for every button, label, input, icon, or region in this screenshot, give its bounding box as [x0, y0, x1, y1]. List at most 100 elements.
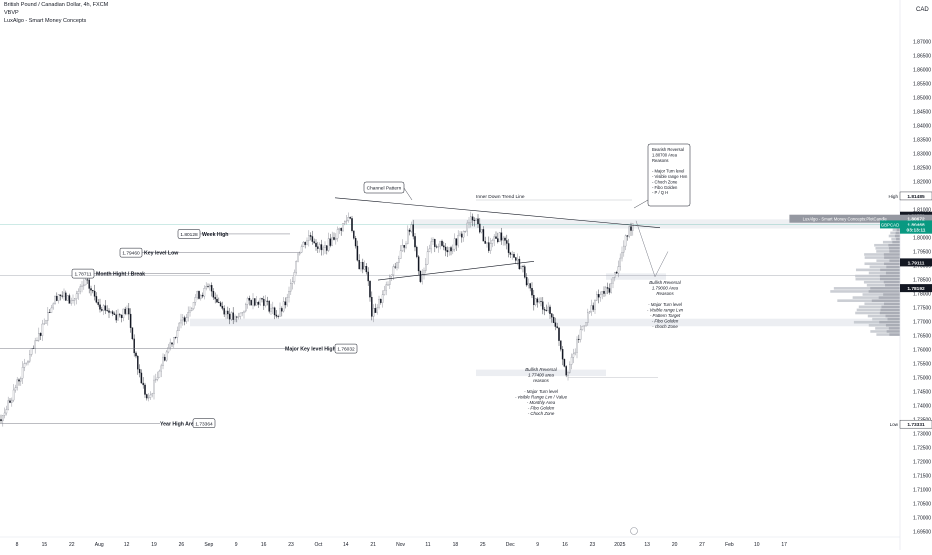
candle-body	[144, 384, 146, 395]
price-tick: 1.72000	[913, 459, 931, 465]
candle-body	[401, 245, 404, 252]
time-tick: 23	[288, 542, 294, 548]
candle-body	[626, 235, 629, 237]
volume-bar-core	[886, 265, 900, 269]
candle-body	[335, 238, 337, 240]
price-label-value: 03:13:11	[907, 228, 926, 234]
candle-body	[218, 302, 220, 303]
price-label-tag-box	[789, 214, 900, 223]
symbol-title: British Pound / Canadian Dollar, 4h, FXC…	[4, 2, 109, 8]
candle-body	[138, 368, 141, 374]
bullish-top-line: 1.79000 Area	[652, 286, 679, 291]
candle-body	[585, 322, 587, 326]
bullish-top-line: - Visible range Lvn	[647, 308, 684, 313]
candle-body	[390, 274, 393, 277]
candle-body	[515, 257, 517, 261]
volume-bar	[830, 290, 900, 293]
candle-body	[203, 287, 206, 297]
candle-body	[30, 348, 33, 355]
candle-body	[290, 283, 292, 292]
price-axis[interactable]: CAD 1.87000 1.86500 1.86000 1.85500 1.85000 1.…	[789, 0, 932, 550]
candle-body	[191, 308, 193, 311]
bearish-callout-line: - Choch Zone	[652, 179, 678, 184]
candle-body	[473, 219, 476, 221]
candle-body	[57, 294, 60, 301]
candle-body	[421, 274, 423, 282]
candle-body	[54, 296, 56, 305]
candle-body	[378, 299, 380, 308]
candle-body	[511, 254, 513, 255]
candle-body	[358, 260, 360, 270]
volume-bar	[882, 240, 900, 244]
time-tick: 18	[453, 542, 459, 548]
candle-body	[340, 228, 342, 231]
price-label-tag: High	[889, 194, 899, 199]
candle-body	[493, 236, 495, 241]
candle-body	[398, 258, 400, 263]
volume-bar	[853, 320, 900, 324]
candle-body	[135, 352, 137, 357]
price-label-tag: LuxAlgo - Smart Money Concepts:PlotCandl…	[803, 217, 888, 222]
time-axis[interactable]: 8 15 22 Aug 12 19 26 Sep 9 16 23 Oct 14 21 Nov 11 18 25 De…	[0, 527, 900, 549]
price-tick: 1.84000	[913, 124, 931, 130]
candle-body	[448, 247, 450, 253]
candle-body	[414, 236, 416, 248]
candle-body	[167, 347, 170, 353]
candle-body	[300, 246, 303, 253]
bullish-top-line: Reasons	[656, 291, 674, 296]
volume-bar-core	[885, 283, 900, 287]
time-tick: 16	[562, 542, 568, 548]
candle-body	[488, 242, 490, 251]
candle-body	[45, 320, 47, 324]
demand-zone-lower	[190, 318, 900, 327]
time-tick: 25	[480, 542, 486, 548]
time-tick: 16	[261, 542, 267, 548]
volume-bar-core	[888, 243, 900, 247]
candle-body	[462, 231, 465, 238]
bearish-callout-line: - Major Turn level	[652, 169, 684, 174]
candle-body	[489, 243, 492, 251]
price-tick: 1.87000	[913, 40, 931, 46]
candle-body	[115, 314, 117, 321]
candle-body	[326, 245, 328, 251]
candle-body	[624, 235, 627, 247]
candle-body	[16, 379, 18, 389]
time-tick: Nov	[396, 542, 405, 548]
candle-body	[347, 217, 350, 221]
price-tick: 1.83500	[913, 138, 931, 144]
candle-body	[608, 288, 611, 293]
candle-body	[286, 297, 288, 306]
price-tick: 1.78000	[913, 291, 931, 297]
price-tick: 1.74000	[913, 403, 931, 409]
candle-body	[47, 312, 49, 321]
candle-body	[189, 310, 191, 313]
candle-body	[322, 247, 324, 251]
volume-bar-core	[878, 296, 900, 299]
candle-body	[520, 266, 522, 270]
candle-body	[470, 216, 472, 223]
candle-body	[588, 311, 591, 314]
volume-bar	[890, 231, 900, 235]
candle-body	[416, 246, 418, 257]
bearish-callout-line: Reasons	[652, 158, 669, 163]
bullish-bottom-line: - Fibo Golden	[528, 406, 555, 411]
price-tick: 1.82500	[913, 166, 931, 172]
candle-body	[9, 400, 11, 403]
candle-body	[455, 238, 458, 246]
volume-bar	[864, 256, 900, 259]
volume-bar	[868, 271, 900, 275]
candle-body	[396, 262, 398, 268]
price-tick: 1.77000	[913, 319, 931, 325]
volume-bar	[863, 280, 900, 284]
candle-body	[543, 309, 546, 311]
candle-body	[408, 229, 411, 232]
candle-body	[475, 218, 477, 221]
volume-bar-core	[883, 280, 900, 284]
candle-body	[574, 352, 576, 355]
candle-body	[106, 310, 108, 312]
candle-body	[84, 279, 87, 286]
key-level-text: Month Hight / Break	[96, 272, 145, 278]
candle-body	[498, 232, 501, 243]
